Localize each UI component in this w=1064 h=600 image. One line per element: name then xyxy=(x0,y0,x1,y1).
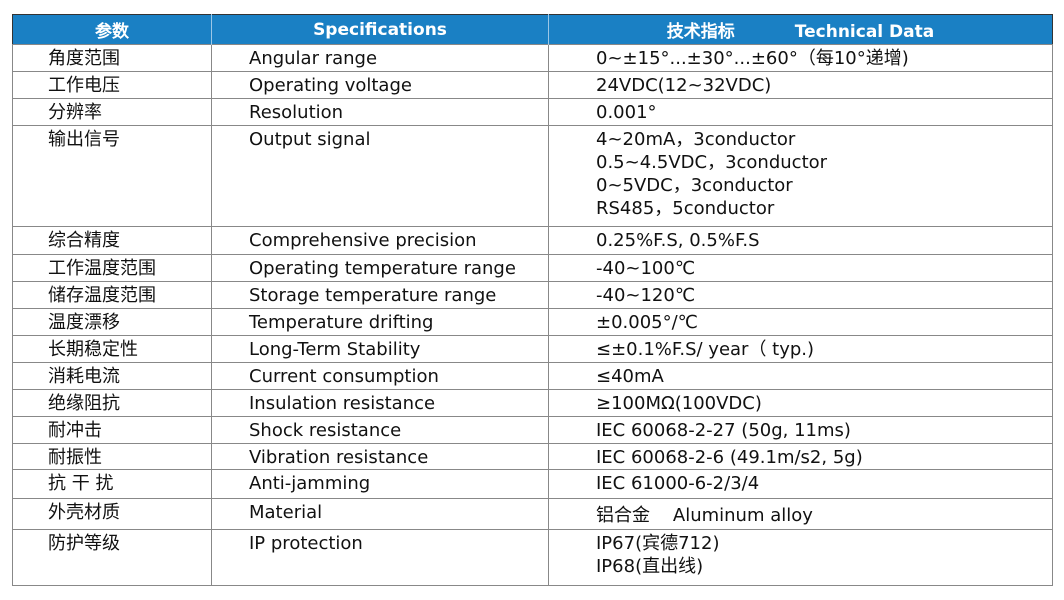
param-cn: 角度范围 xyxy=(12,44,212,72)
table-row: 温度漂移 Temperature drifting ±0.005°/℃ xyxy=(12,308,1053,336)
value-line: 0.25%F.S, 0.5%F.S xyxy=(596,230,760,251)
value-cell: ≤40mA xyxy=(548,362,1053,390)
value-cell: 铝合金 Aluminum alloy xyxy=(548,498,1053,530)
table-row: 外壳材质 Material 铝合金 Aluminum alloy xyxy=(12,498,1053,530)
param-cn: 耐振性 xyxy=(12,443,212,470)
spec-en: Vibration resistance xyxy=(211,443,549,470)
param-cn: 长期稳定性 xyxy=(12,335,212,363)
value-cell: 0~±15°...±30°...±60°（每10°递增) xyxy=(548,44,1053,72)
table-row: 耐冲击 Shock resistance IEC 60068-2-27 (50g, … xyxy=(12,416,1053,444)
spec-en: Shock resistance xyxy=(211,416,549,444)
table-row: 绝缘阻抗 Insulation resistance ≥100MΩ(100VDC) xyxy=(12,389,1053,417)
param-cn: 分辨率 xyxy=(12,98,212,126)
value-line: IEC 60068-2-27 (50g, 11ms) xyxy=(596,420,851,441)
value-line: ≥100MΩ(100VDC) xyxy=(596,393,762,414)
table-row: 长期稳定性 Long-Term Stability ≤±0.1%F.S/ year（… xyxy=(12,335,1053,363)
value-line: IEC 61000-6-2/3/4 xyxy=(596,473,760,494)
value-line: 0.5~4.5VDC，3conductor xyxy=(596,152,828,173)
spec-en: Current consumption xyxy=(211,362,549,390)
spec-en: Anti-jamming xyxy=(211,469,549,499)
table-row: 耐振性 Vibration resistance IEC 60068-2-6 (49… xyxy=(12,443,1053,470)
param-cn: 工作温度范围 xyxy=(12,254,212,282)
spec-en: Angular range xyxy=(211,44,549,72)
value-line: -40~100℃ xyxy=(596,258,696,279)
param-cn: 防护等级 xyxy=(12,529,212,586)
value-line: IP68(直出线) xyxy=(596,556,704,577)
table-row: 抗 干 扰 Anti-jamming IEC 61000-6-2/3/4 xyxy=(12,469,1053,499)
value-cell: 24VDC(12~32VDC) xyxy=(548,71,1053,99)
value-cell: IEC 60068-2-27 (50g, 11ms) xyxy=(548,416,1053,444)
value-line: 0~±15°...±30°...±60°（每10°递增) xyxy=(596,48,909,69)
header-cn: 技术指标 xyxy=(666,22,735,42)
spec-en: IP protection xyxy=(211,529,549,586)
table-row: 消耗电流 Current consumption ≤40mA xyxy=(12,362,1053,390)
value-cell: IEC 61000-6-2/3/4 xyxy=(548,469,1053,499)
value-cell: ≥100MΩ(100VDC) xyxy=(548,389,1053,417)
header-row: 参数 Specifications 技术指标 Technical Data xyxy=(12,14,1053,45)
value-line: 铝合金 Aluminum alloy xyxy=(596,505,813,526)
table-row: 输出信号 Output signal 4~20mA，3conductor 0.5~4.… xyxy=(12,125,1053,227)
spec-en: Temperature drifting xyxy=(211,308,549,336)
value-line: 4~20mA，3conductor xyxy=(596,129,796,150)
table-row: 储存温度范围 Storage temperature range -40~120℃ xyxy=(12,281,1053,309)
spec-en: Operating voltage xyxy=(211,71,549,99)
header-specifications: Specifications xyxy=(211,14,549,45)
param-cn: 抗 干 扰 xyxy=(12,469,212,499)
value-cell: ≤±0.1%F.S/ year（ typ.) xyxy=(548,335,1053,363)
value-line: IEC 60068-2-6 (49.1m/s2, 5g) xyxy=(596,447,863,468)
param-cn: 输出信号 xyxy=(12,125,212,227)
param-cn: 工作电压 xyxy=(12,71,212,99)
value-line: RS485，5conductor xyxy=(596,198,775,219)
value-line: IP67(宾德712) xyxy=(596,533,720,554)
value-cell: ±0.005°/℃ xyxy=(548,308,1053,336)
param-cn: 温度漂移 xyxy=(12,308,212,336)
value-cell: 0.25%F.S, 0.5%F.S xyxy=(548,226,1053,255)
value-line: 24VDC(12~32VDC) xyxy=(596,75,772,96)
param-cn: 绝缘阻抗 xyxy=(12,389,212,417)
param-cn: 消耗电流 xyxy=(12,362,212,390)
spec-en: Insulation resistance xyxy=(211,389,549,417)
value-line: ±0.005°/℃ xyxy=(596,312,698,333)
spec-en: Material xyxy=(211,498,549,530)
table-row: 工作温度范围 Operating temperature range -40~100… xyxy=(12,254,1053,282)
value-cell: -40~120℃ xyxy=(548,281,1053,309)
spec-en: Comprehensive precision xyxy=(211,226,549,255)
value-cell: IP67(宾德712) IP68(直出线) xyxy=(548,529,1053,586)
header-en: Technical Data xyxy=(794,22,935,42)
value-cell: IEC 60068-2-6 (49.1m/s2, 5g) xyxy=(548,443,1053,470)
spec-en: Output signal xyxy=(211,125,549,227)
value-cell: 4~20mA，3conductor 0.5~4.5VDC，3conductor 0~… xyxy=(548,125,1053,227)
value-cell: -40~100℃ xyxy=(548,254,1053,282)
param-cn: 储存温度范围 xyxy=(12,281,212,309)
value-line: ≤40mA xyxy=(596,366,664,387)
table-row: 角度范围 Angular range 0~±15°...±30°...±60°（每1… xyxy=(12,44,1053,72)
spec-en: Long-Term Stability xyxy=(211,335,549,363)
spec-table: 参数 Specifications 技术指标 Technical Data 角度范… xyxy=(12,14,1053,586)
table-row: 防护等级 IP protection IP67(宾德712) IP68(直出线) xyxy=(12,529,1053,586)
spec-en: Resolution xyxy=(211,98,549,126)
header-param: 参数 xyxy=(12,14,212,45)
value-line: -40~120℃ xyxy=(596,285,696,306)
header-technical-data: 技术指标 Technical Data xyxy=(548,14,1053,45)
value-cell: 0.001° xyxy=(548,98,1053,126)
value-line: 0.001° xyxy=(596,102,657,123)
value-line: ≤±0.1%F.S/ year（ typ.) xyxy=(596,339,815,360)
spec-en: Storage temperature range xyxy=(211,281,549,309)
param-cn: 耐冲击 xyxy=(12,416,212,444)
table-row: 综合精度 Comprehensive precision 0.25%F.S, 0.5… xyxy=(12,226,1053,255)
table-row: 分辨率 Resolution 0.001° xyxy=(12,98,1053,126)
table-row: 工作电压 Operating voltage 24VDC(12~32VDC) xyxy=(12,71,1053,99)
spec-en: Operating temperature range xyxy=(211,254,549,282)
value-line: 0~5VDC，3conductor xyxy=(596,175,793,196)
param-cn: 综合精度 xyxy=(12,226,212,255)
param-cn: 外壳材质 xyxy=(12,498,212,530)
